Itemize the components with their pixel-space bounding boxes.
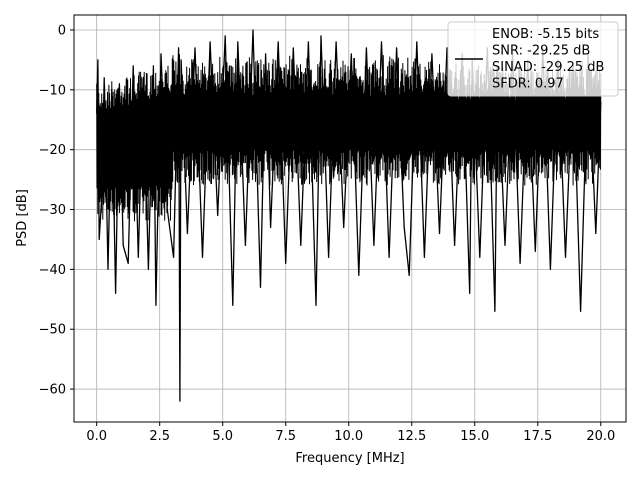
- y-axis-label: PSD [dB]: [15, 189, 30, 247]
- y-tick-label: −10: [39, 83, 66, 98]
- legend-label: ENOB: -5.15 bits SNR: -29.25 dB SINAD: -29…: [492, 27, 604, 92]
- x-tick-label: 5.0: [212, 429, 233, 444]
- x-axis-ticks: 0.0 2.5 5.0 7.5 10.0 12.5 15.0 17.5 20.0: [86, 422, 615, 444]
- legend-box: [447, 21, 619, 97]
- x-axis-label: Frequency [MHz]: [295, 451, 404, 466]
- legend-line-text: SNR: -29.25 dB: [492, 44, 590, 59]
- x-tick-label: 15.0: [460, 429, 489, 444]
- y-tick-label: −60: [39, 383, 66, 398]
- psd-series-line: [96, 29, 602, 402]
- x-tick-label: 12.5: [397, 429, 426, 444]
- x-tick-label: 20.0: [586, 429, 615, 444]
- y-tick-label: −30: [39, 203, 66, 218]
- legend-line-text: SFDR: 0.97: [492, 77, 564, 92]
- legend-line-text: SINAD: -29.25 dB: [492, 60, 604, 75]
- y-tick-label: −50: [39, 323, 66, 338]
- y-axis-ticks: 0 −10 −20 −30 −40 −50 −60: [39, 23, 74, 398]
- x-tick-label: 7.5: [275, 429, 296, 444]
- y-tick-label: −20: [39, 143, 66, 158]
- x-tick-label: 10.0: [334, 429, 363, 444]
- x-tick-label: 0.0: [86, 429, 107, 444]
- x-tick-label: 17.5: [523, 429, 552, 444]
- y-tick-label: −40: [39, 263, 66, 278]
- x-tick-label: 2.5: [149, 429, 170, 444]
- plot-frame: [73, 14, 627, 423]
- legend: ENOB: -5.15 bits SNR: -29.25 dB SINAD: -29…: [447, 21, 619, 97]
- y-tick-label: 0: [58, 23, 66, 38]
- legend-line-text: ENOB: -5.15 bits: [492, 27, 599, 42]
